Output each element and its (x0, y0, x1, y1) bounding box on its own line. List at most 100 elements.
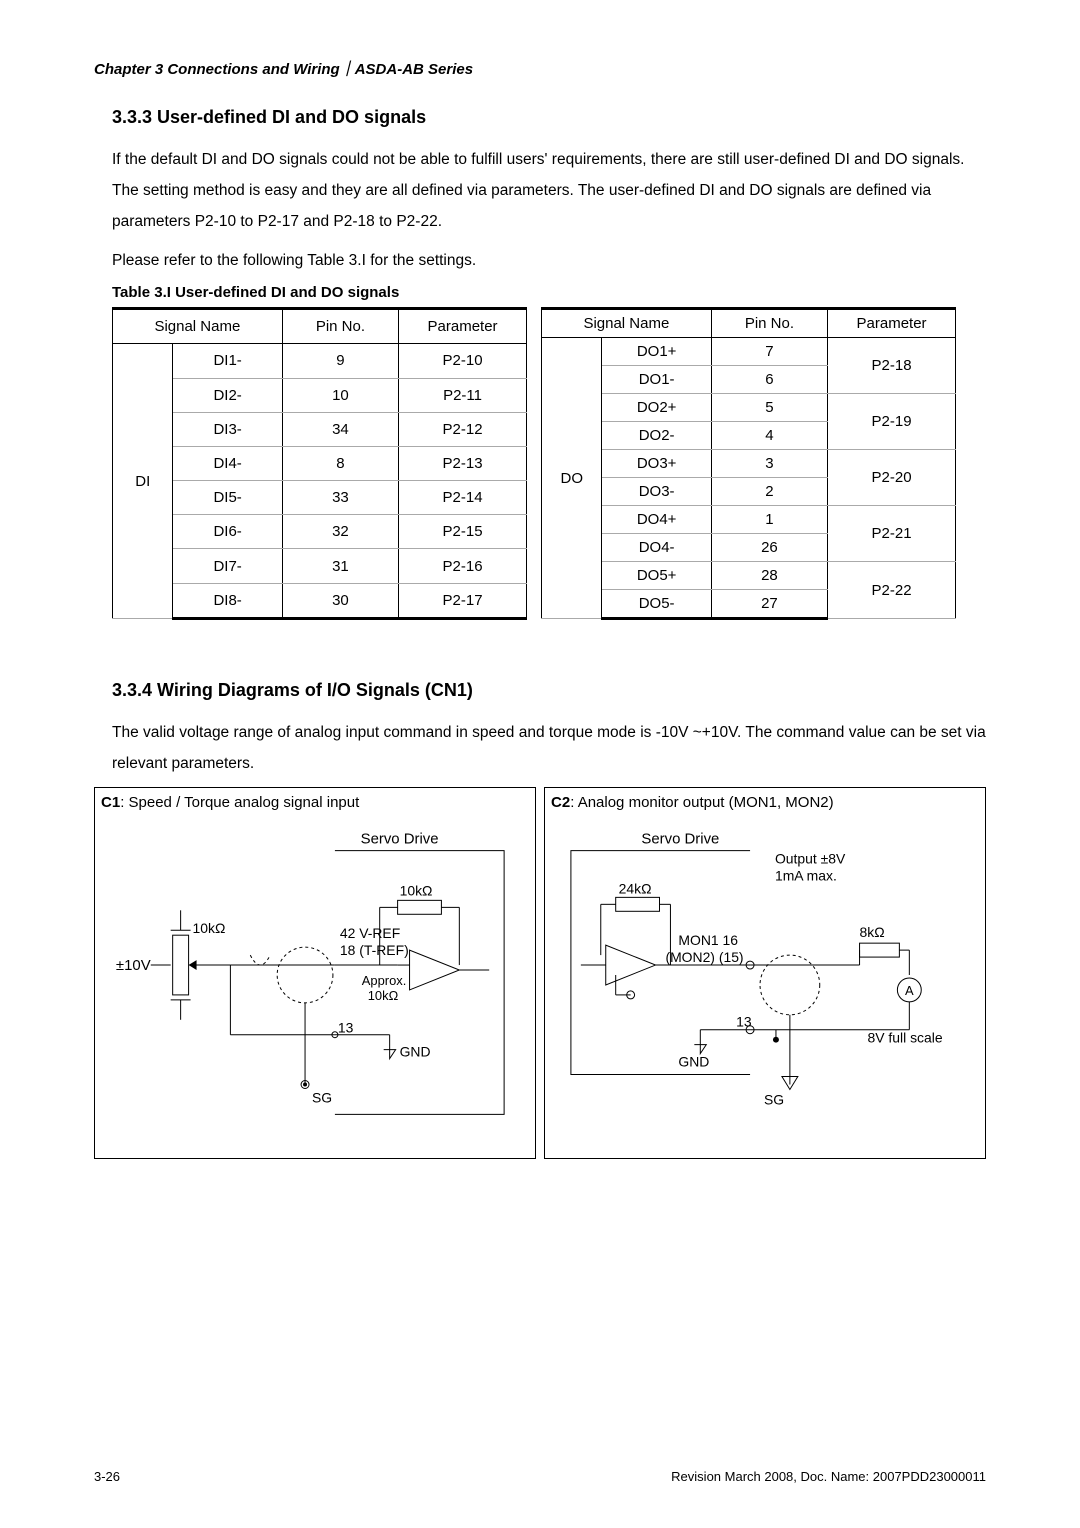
c1-pin-vref1: 42 V-REF (340, 925, 400, 941)
c2-sg: SG (764, 1091, 784, 1107)
di-row-sig: DI1- (173, 344, 282, 378)
c1-r10k: 10kΩ (193, 920, 226, 936)
c1-v10: ±10V (116, 957, 151, 974)
c2-mon1: MON1 16 (678, 932, 738, 948)
do-row-pin: 7 (711, 338, 827, 366)
do-row-sig: DO3- (602, 478, 711, 506)
section-333-para2: Please refer to the following Table 3.I … (112, 245, 986, 276)
di-row-pin: 8 (282, 446, 398, 480)
do-row-sig: DO5- (602, 590, 711, 619)
do-row-param: P2-22 (828, 562, 956, 619)
c1-pin13: 13 (338, 1020, 354, 1036)
c2-output: Output ±8V (775, 851, 846, 867)
do-header-pin: Pin No. (711, 309, 827, 338)
di-row-param: P2-16 (399, 549, 527, 583)
c2-svg: Servo Drive Output ±8V 1mA max. 24kΩ (551, 815, 979, 1135)
c2-gnd: GND (678, 1054, 709, 1070)
c1-label-bold: C1 (101, 794, 120, 811)
di-row-pin: 30 (282, 583, 398, 618)
do-row-sig: DO1+ (602, 338, 711, 366)
do-row-param: P2-20 (828, 450, 956, 506)
c2-servo-label: Servo Drive (641, 831, 719, 848)
di-row-pin: 32 (282, 515, 398, 549)
c1-approx: Approx. (362, 973, 407, 988)
di-row-param: P2-17 (399, 583, 527, 618)
di-row-param: P2-15 (399, 515, 527, 549)
c1-servo-label: Servo Drive (361, 831, 439, 848)
footer-revision: Revision March 2008, Doc. Name: 2007PDD2… (671, 1469, 986, 1484)
do-row-pin: 2 (711, 478, 827, 506)
do-group-label: DO (542, 338, 602, 619)
di-group-label: DI (113, 344, 173, 619)
do-row-pin: 3 (711, 450, 827, 478)
c2-r8k: 8kΩ (860, 924, 885, 940)
section-333-title: 3.3.3 User-defined DI and DO signals (112, 107, 986, 128)
c2-label-bold: C2 (551, 794, 570, 811)
do-row-pin: 26 (711, 534, 827, 562)
do-row-sig: DO2+ (602, 394, 711, 422)
section-334-para: The valid voltage range of analog input … (112, 717, 986, 779)
c2-r24k: 24kΩ (619, 880, 652, 896)
c1-r10k3: 10kΩ (400, 882, 433, 898)
do-row-pin: 4 (711, 422, 827, 450)
section-334-title: 3.3.4 Wiring Diagrams of I/O Signals (CN… (112, 680, 986, 701)
di-row-param: P2-10 (399, 344, 527, 378)
do-row-sig: DO2- (602, 422, 711, 450)
chapter-header: Chapter 3 Connections and Wiring｜ASDA-AB… (94, 58, 986, 79)
c2-mon2: (MON2) (15) (665, 949, 743, 965)
diagram-c2: C2: Analog monitor output (MON1, MON2) S… (544, 787, 986, 1159)
di-row-sig: DI8- (173, 583, 282, 618)
di-row-pin: 10 (282, 378, 398, 412)
di-header-signal: Signal Name (113, 309, 283, 344)
c1-pin-vref2: 18 (T-REF) (340, 942, 409, 958)
di-row-pin: 34 (282, 412, 398, 446)
do-row-param: P2-18 (828, 338, 956, 394)
do-row-sig: DO5+ (602, 562, 711, 590)
di-row-pin: 31 (282, 549, 398, 583)
di-row-pin: 33 (282, 481, 398, 515)
c1-gnd: GND (400, 1044, 431, 1060)
di-header-param: Parameter (399, 309, 527, 344)
c1-r10k2: 10kΩ (368, 988, 399, 1003)
di-table: Signal Name Pin No. Parameter DI DI1- 9 … (112, 307, 527, 620)
do-row-pin: 27 (711, 590, 827, 619)
do-row-pin: 28 (711, 562, 827, 590)
do-table: Signal Name Pin No. Parameter DO DO1+ 7 … (541, 307, 956, 620)
diagram-c1: C1: Speed / Torque analog signal input S… (94, 787, 536, 1159)
di-row-param: P2-11 (399, 378, 527, 412)
diagrams-row: C1: Speed / Torque analog signal input S… (94, 787, 986, 1159)
di-row-sig: DI4- (173, 446, 282, 480)
diagram-c1-title: C1: Speed / Torque analog signal input (101, 794, 529, 811)
do-header-param: Parameter (828, 309, 956, 338)
tables-container: Signal Name Pin No. Parameter DI DI1- 9 … (112, 307, 986, 620)
di-row-sig: DI6- (173, 515, 282, 549)
di-row-sig: DI5- (173, 481, 282, 515)
do-row-pin: 1 (711, 506, 827, 534)
footer-page-number: 3-26 (94, 1469, 120, 1484)
di-row-sig: DI3- (173, 412, 282, 446)
di-row-param: P2-13 (399, 446, 527, 480)
di-row-pin: 9 (282, 344, 398, 378)
do-row-param: P2-19 (828, 394, 956, 450)
c2-label-rest: : Analog monitor output (MON1, MON2) (570, 794, 833, 811)
do-row-sig: DO3+ (602, 450, 711, 478)
do-row-sig: DO1- (602, 366, 711, 394)
di-row-param: P2-14 (399, 481, 527, 515)
do-row-pin: 6 (711, 366, 827, 394)
c2-scale: 8V full scale (868, 1030, 943, 1046)
di-row-sig: DI2- (173, 378, 282, 412)
do-header-signal: Signal Name (542, 309, 712, 338)
do-row-sig: DO4+ (602, 506, 711, 534)
c2-pin13: 13 (736, 1014, 752, 1030)
page-footer: 3-26 Revision March 2008, Doc. Name: 200… (94, 1469, 986, 1484)
section-333-para1: If the default DI and DO signals could n… (112, 144, 986, 237)
c1-sg: SG (312, 1089, 332, 1105)
c1-label-rest: : Speed / Torque analog signal input (120, 794, 359, 811)
c2-current: 1mA max. (775, 867, 837, 883)
do-row-param: P2-21 (828, 506, 956, 562)
c2-ammeter: A (905, 983, 914, 998)
do-row-pin: 5 (711, 394, 827, 422)
do-row-sig: DO4- (602, 534, 711, 562)
di-header-pin: Pin No. (282, 309, 398, 344)
diagram-c2-title: C2: Analog monitor output (MON1, MON2) (551, 794, 979, 811)
